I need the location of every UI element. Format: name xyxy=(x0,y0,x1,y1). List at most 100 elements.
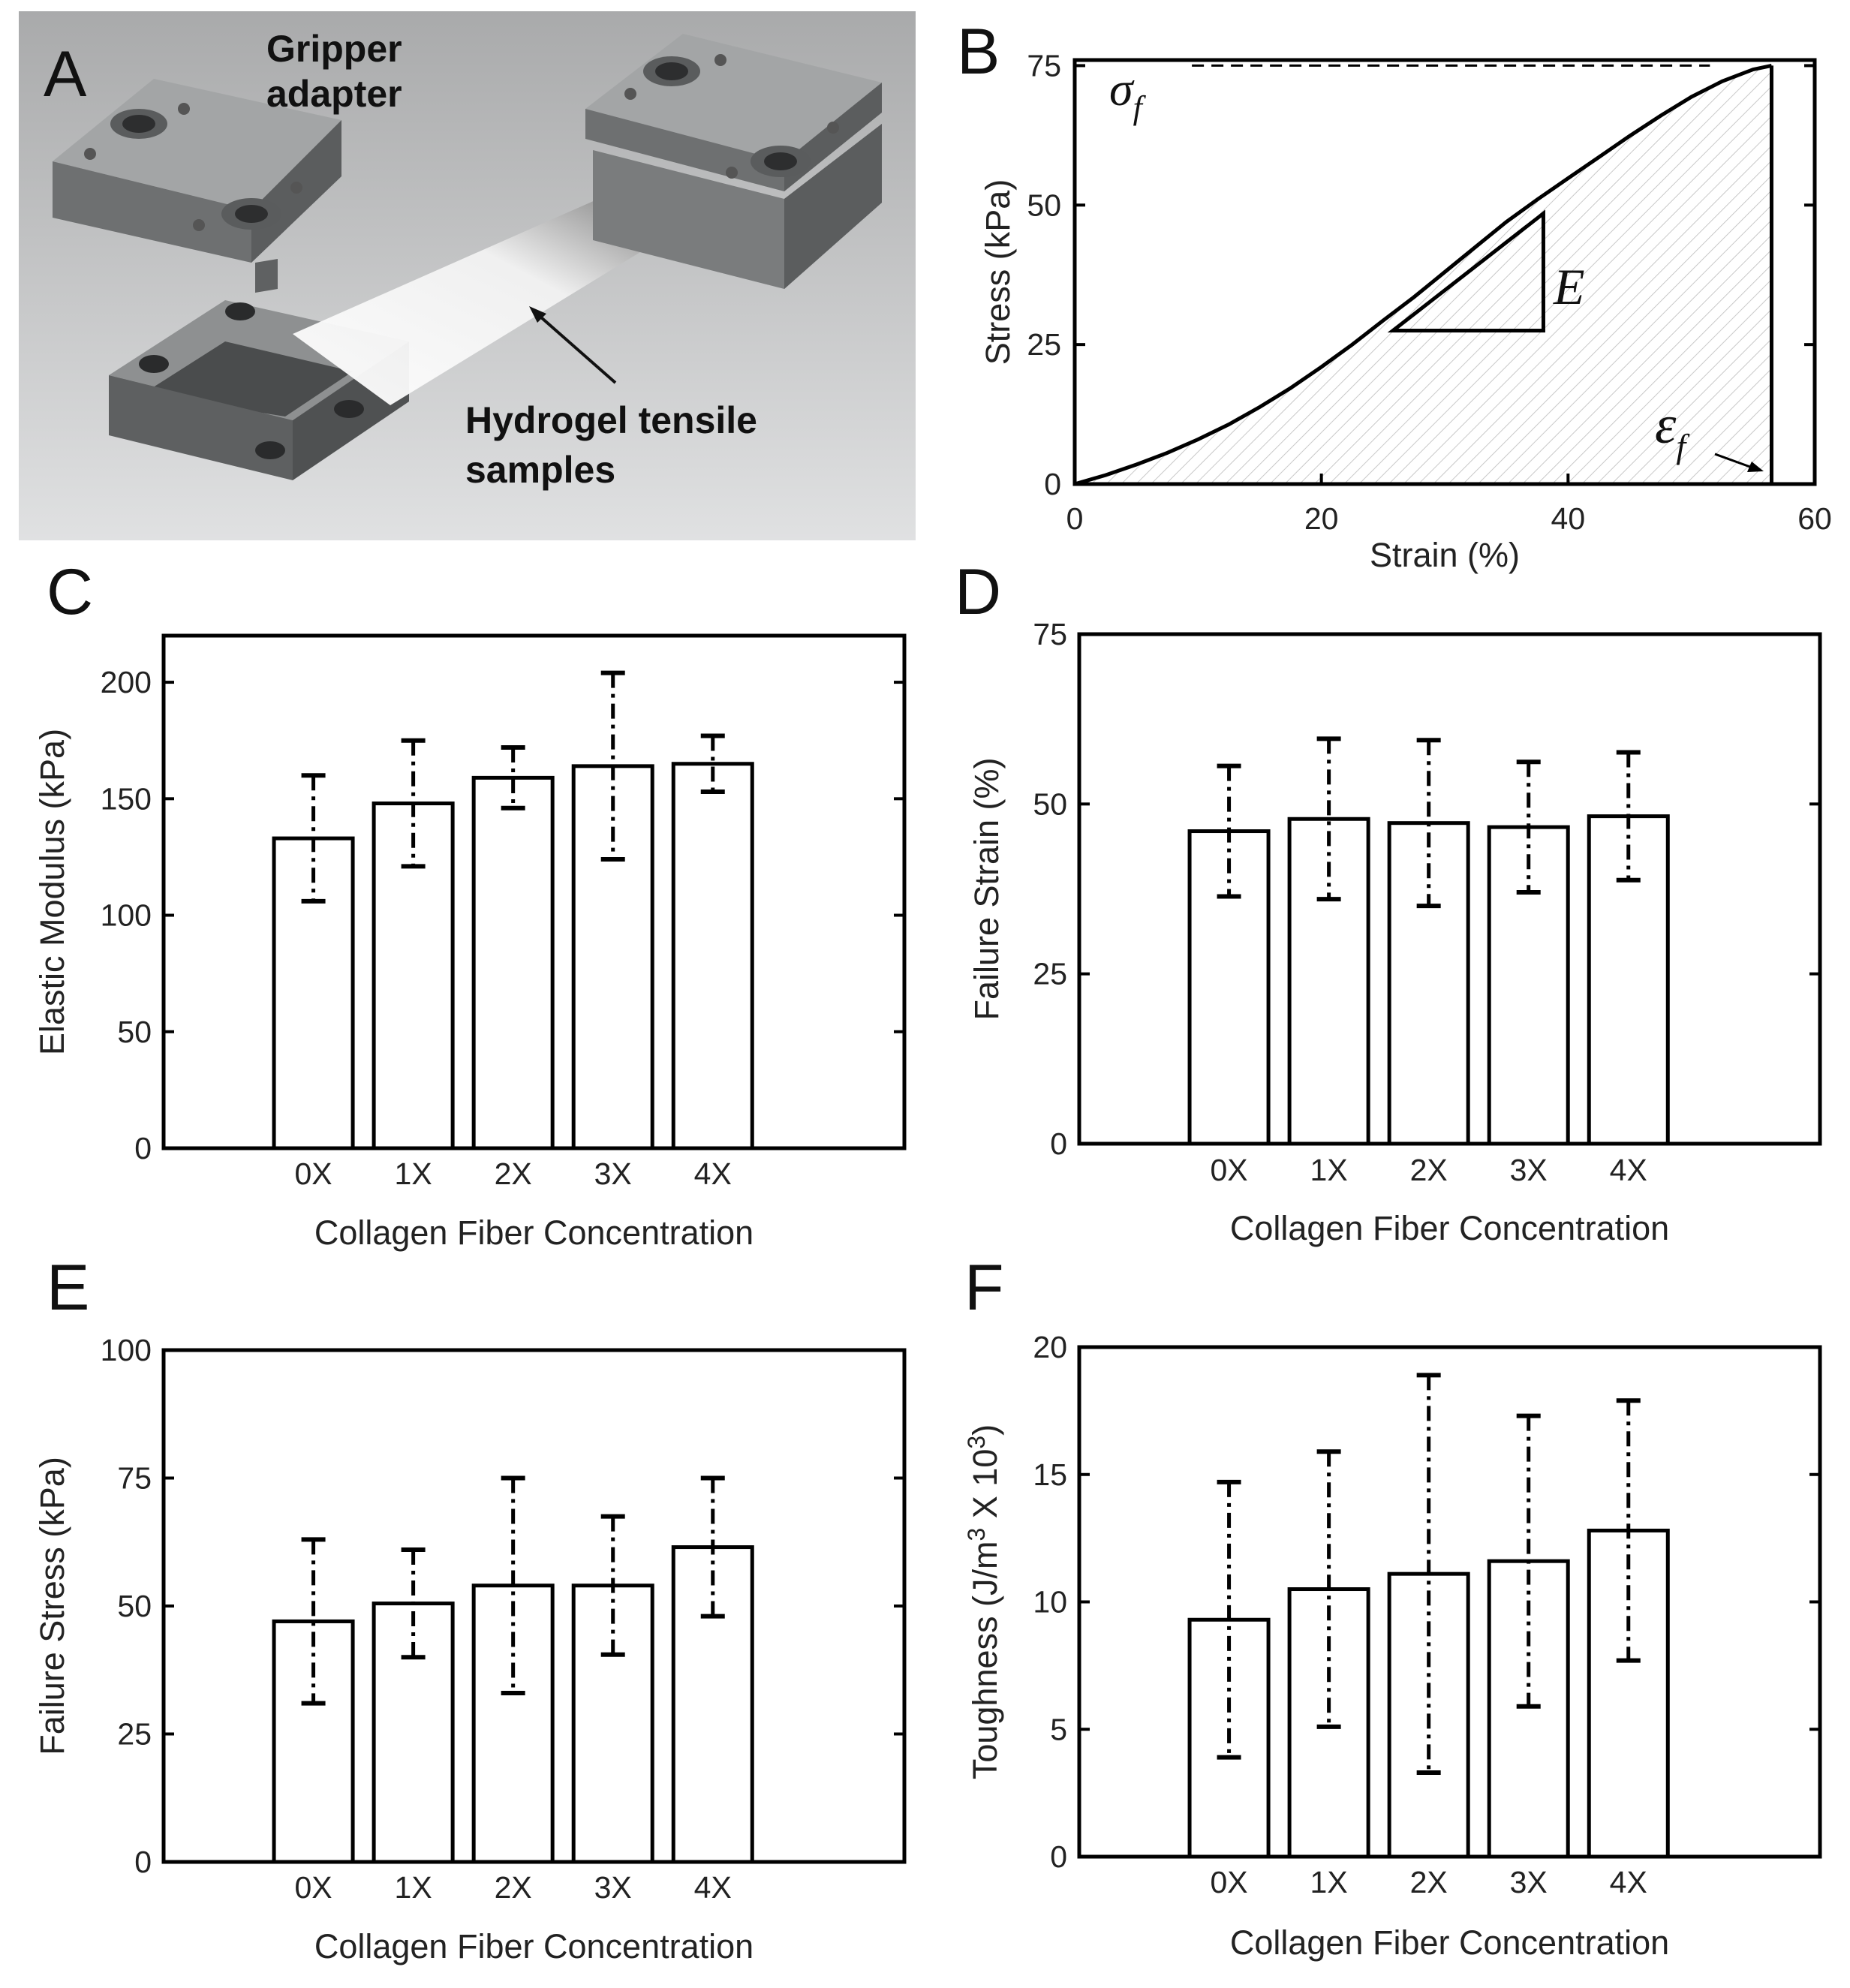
bar-4X xyxy=(1587,814,1670,1146)
y-tick-label: 10 xyxy=(1033,1585,1067,1620)
x-category-label: 3X xyxy=(1510,1153,1548,1187)
label-adapter: adapter xyxy=(266,73,402,115)
panel-letter-d: D xyxy=(955,556,1001,628)
label-gripper: Gripper xyxy=(266,28,402,70)
y-tick-label: 50 xyxy=(1027,188,1061,222)
x-category-label: 1X xyxy=(1310,1865,1348,1899)
panel-letter-b: B xyxy=(957,16,1000,88)
y-tick-label: 150 xyxy=(101,781,152,816)
y-axis-title-part: X 10 xyxy=(966,1449,1004,1528)
y-tick-label: 0 xyxy=(1050,1839,1067,1874)
panel-b-axes: 0 20 40 60 0 25 50 75 Strain (%) Stress (kPa) xyxy=(979,48,1832,574)
y-tick-label: 0 xyxy=(134,1845,152,1879)
sigma-f-label: σf xyxy=(1109,62,1147,126)
y-axis-title-superscript: 3 xyxy=(963,1528,990,1541)
y-axis-title: Failure Stress (kPa) xyxy=(33,1457,71,1755)
panel-a: A Gripper adapter Hydrogel tensile sampl… xyxy=(19,11,916,540)
x-category-label: 0X xyxy=(1210,1153,1247,1187)
x-tick-label: 40 xyxy=(1551,501,1586,536)
y-tick-label: 75 xyxy=(117,1461,152,1496)
panel-letter-c: C xyxy=(47,556,93,628)
x-category-label: 3X xyxy=(594,1870,632,1905)
bar-0X xyxy=(272,836,355,1150)
bar-4X xyxy=(1587,1528,1670,1859)
y-tick-label: 100 xyxy=(101,898,152,933)
x-category-label: 0X xyxy=(294,1156,332,1191)
x-tick-label: 20 xyxy=(1304,501,1339,536)
x-category-label: 2X xyxy=(495,1156,532,1191)
x-category-label: 4X xyxy=(1610,1865,1647,1899)
panel-f: F 0 5 10 15 20 0X 1X 2X 3X 4X Collagen Fiber Concen… xyxy=(963,1252,1822,1962)
y-axis-title: Toughness (J/m3 X 103) xyxy=(963,1424,1004,1779)
x-category-label: 2X xyxy=(495,1870,532,1905)
y-tick-label: 25 xyxy=(1033,957,1067,991)
panel-c: C 0 50 100 150 200 0X 1X 2X 3X 4X Collagen Fiber Co… xyxy=(33,556,907,1252)
x-category-label: 4X xyxy=(694,1156,732,1191)
epsilon-arrow-head xyxy=(1747,462,1764,472)
x-axis-title: Collagen Fiber Concentration xyxy=(314,1927,754,1965)
bar-3X xyxy=(571,1583,654,1864)
y-tick-label: 75 xyxy=(1027,48,1061,83)
bar-0X xyxy=(272,1619,355,1864)
y-tick-label: 50 xyxy=(117,1589,152,1623)
x-category-label: 2X xyxy=(1410,1153,1448,1187)
label-samples: samples xyxy=(465,449,615,491)
bar-4X xyxy=(671,1545,754,1864)
x-axis-title: Collagen Fiber Concentration xyxy=(1230,1209,1669,1247)
modulus-triangle xyxy=(1387,209,1545,333)
y-axis-title-superscript: 3 xyxy=(963,1436,990,1449)
y-axis-title-part: ) xyxy=(966,1424,1004,1436)
x-axis-title: Collagen Fiber Concentration xyxy=(1230,1923,1669,1962)
panel-e: E 0 25 50 75 100 0X 1X 2X 3X 4X Collagen Fiber Conc… xyxy=(33,1252,907,1965)
y-tick-label: 25 xyxy=(1027,327,1061,362)
x-category-label: 2X xyxy=(1410,1865,1448,1899)
panel-d: D 0 25 50 75 0X 1X 2X 3X 4X Collagen Fiber Concent… xyxy=(955,556,1822,1247)
panel-letter-f: F xyxy=(964,1252,1004,1324)
annotation-arrow xyxy=(533,310,617,384)
panel-letter-a: A xyxy=(44,38,87,110)
y-tick-label: 200 xyxy=(101,665,152,699)
y-tick-label: 0 xyxy=(1050,1126,1067,1161)
stress-strain-curve xyxy=(1074,63,1773,486)
y-tick-label: 100 xyxy=(101,1333,152,1367)
x-tick-label: 60 xyxy=(1797,501,1832,536)
x-category-label: 1X xyxy=(395,1870,432,1905)
y-tick-label: 5 xyxy=(1050,1712,1067,1746)
y-tick-label: 50 xyxy=(1033,786,1067,821)
x-tick-label: 0 xyxy=(1066,501,1084,536)
bar-2X xyxy=(471,1583,555,1864)
x-category-label: 1X xyxy=(1310,1153,1348,1187)
toughness-area xyxy=(1075,65,1772,484)
gripper-adapter-top-left xyxy=(53,79,341,293)
bar-1X xyxy=(372,802,455,1150)
y-tick-label: 75 xyxy=(1033,617,1067,651)
x-category-label: 0X xyxy=(294,1870,332,1905)
y-axis-title-part: Toughness (J/m xyxy=(966,1541,1004,1780)
x-category-label: 4X xyxy=(694,1870,732,1905)
x-category-label: 4X xyxy=(1610,1153,1647,1187)
modulus-e-label: E xyxy=(1553,258,1585,315)
bar-3X xyxy=(1487,825,1570,1146)
x-category-label: 1X xyxy=(395,1156,432,1191)
x-axis-title: Collagen Fiber Concentration xyxy=(314,1214,754,1252)
y-tick-label: 25 xyxy=(117,1717,152,1752)
bar-0X xyxy=(1187,829,1271,1146)
label-hydrogel-tensile: Hydrogel tensile xyxy=(465,399,757,441)
panel-b: B σf E εf xyxy=(957,16,1773,486)
y-axis-title: Failure Strain (%) xyxy=(967,757,1006,1020)
bar-3X xyxy=(571,764,654,1150)
y-axis-title: Stress (kPa) xyxy=(979,179,1017,365)
plot-frame xyxy=(1072,58,1817,486)
x-category-label: 3X xyxy=(1510,1865,1548,1899)
y-tick-label: 50 xyxy=(117,1015,152,1049)
y-tick-label: 15 xyxy=(1033,1457,1067,1492)
x-axis-title: Strain (%) xyxy=(1370,536,1520,574)
bar-2X xyxy=(471,775,555,1150)
y-tick-label: 0 xyxy=(1044,467,1061,501)
y-tick-label: 20 xyxy=(1033,1330,1067,1364)
x-category-label: 3X xyxy=(594,1156,632,1191)
gripper-top-right xyxy=(585,34,882,289)
y-tick-label: 0 xyxy=(134,1131,152,1165)
bar-4X xyxy=(671,762,754,1150)
